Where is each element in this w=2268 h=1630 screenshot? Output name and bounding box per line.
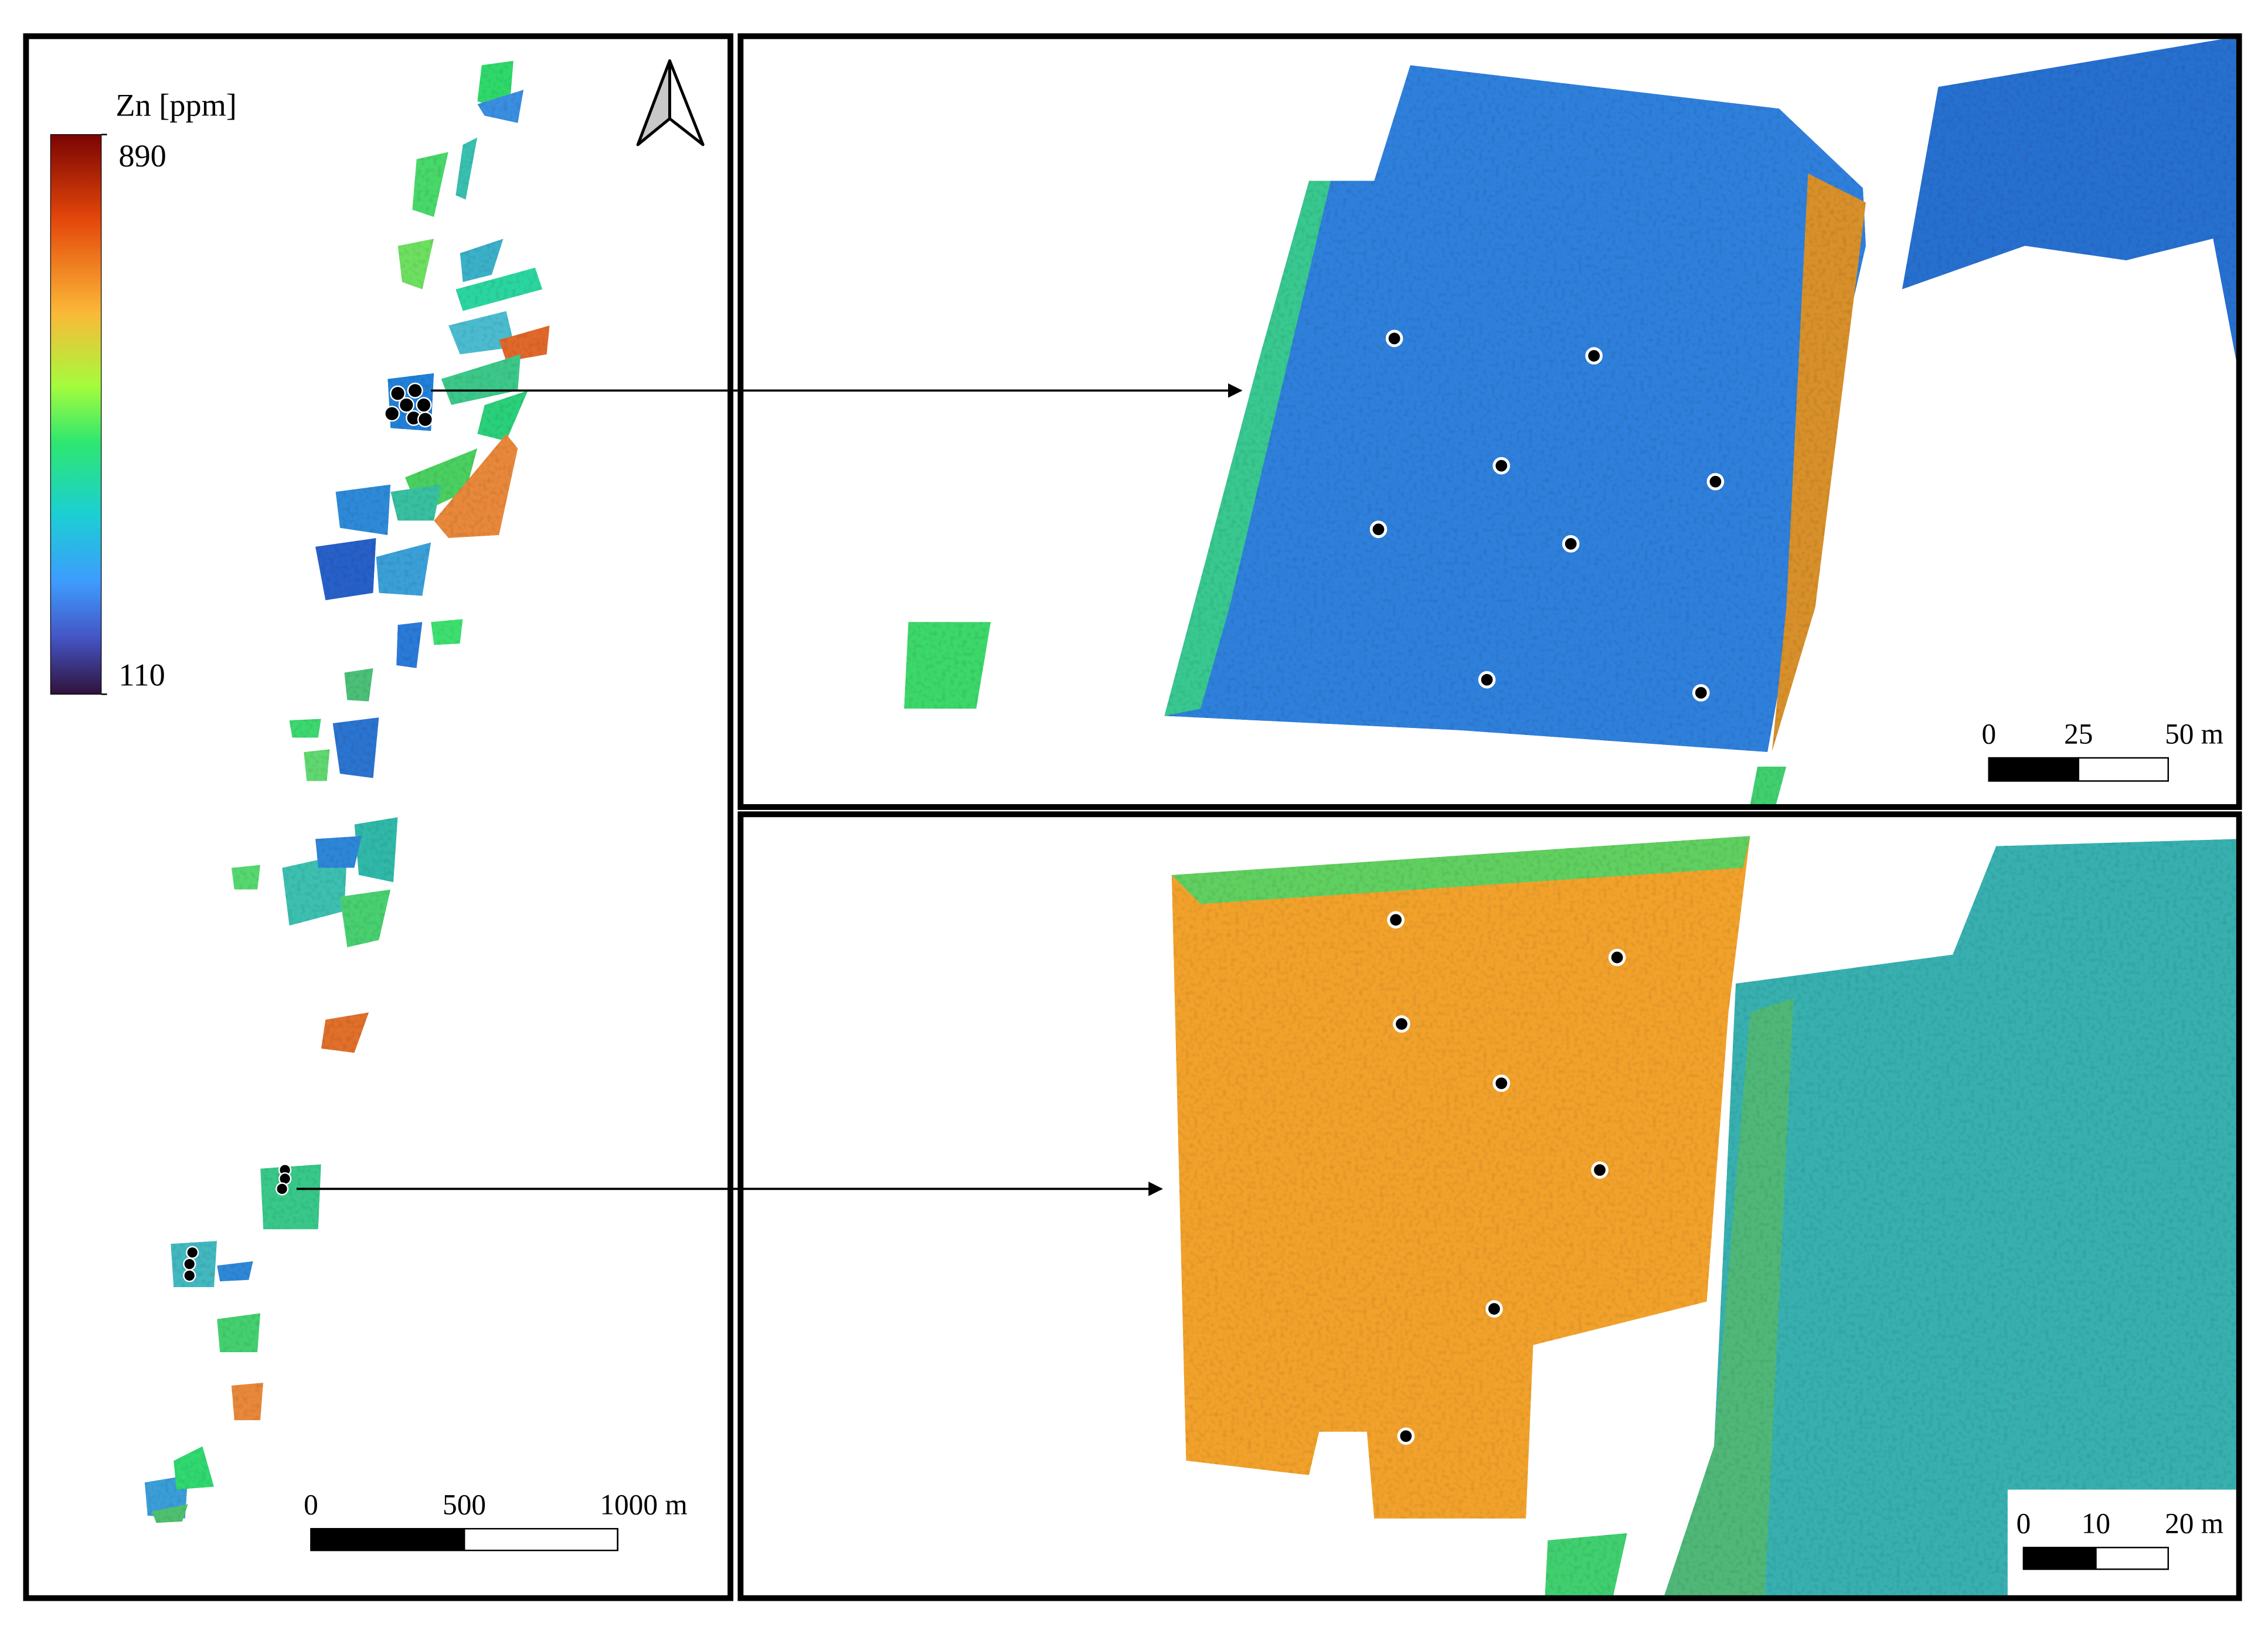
inset-bottom-map — [1171, 836, 2236, 1595]
scale-bar-segment — [310, 1527, 465, 1551]
scale-bar-label: 0 — [304, 1489, 318, 1521]
color-bar-label: 890 — [118, 138, 166, 173]
scale-bar-segment — [463, 1527, 618, 1551]
color-bar-label: 110 — [118, 658, 165, 693]
inset-bottom-sample-points — [1387, 911, 1626, 1445]
scale-bar-segment — [2077, 757, 2169, 782]
scale-bar-label: 0 — [2017, 1508, 2031, 1540]
scale-bar-bg — [2007, 1489, 2236, 1595]
scale-bar-label: 25 — [2064, 717, 2093, 750]
scale-bar-label: 1000 m — [600, 1489, 687, 1521]
scale-bar-label: 500 — [443, 1489, 486, 1521]
overview-fields — [144, 60, 550, 1523]
inset-top-map — [904, 39, 2236, 804]
frames — [23, 33, 2242, 1601]
north-arrow — [636, 59, 705, 147]
inset-top-sample-points — [1369, 329, 1725, 702]
scale-bar-label: 10 — [2082, 1508, 2110, 1540]
scale-bar-segment — [1988, 757, 2079, 782]
scale-bar-label: 0 — [1981, 717, 1996, 750]
scale-bar-label: 50 m — [2165, 717, 2223, 750]
scale-bar-segment — [2095, 1547, 2169, 1570]
legend-title: Zn [ppm] — [115, 87, 236, 122]
color-bar — [50, 134, 102, 695]
scale-bar-bg — [1967, 701, 2236, 803]
overview-sample-points — [183, 382, 434, 1282]
scale-bar-label: 20 m — [2165, 1508, 2223, 1540]
scale-bar-segment — [2022, 1547, 2097, 1570]
scale-bars: 0 500 1000 m 0 25 50 m 0 10 20 m — [304, 717, 2223, 1570]
color-bar-ticks: 890 110 — [101, 134, 166, 695]
